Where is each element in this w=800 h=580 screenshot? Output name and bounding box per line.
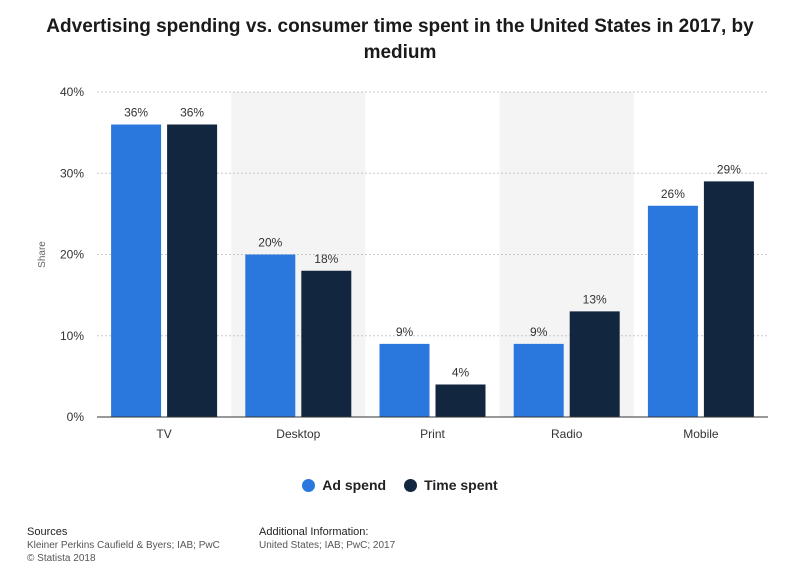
data-label: 4%	[452, 366, 470, 380]
y-tick-label: 0%	[67, 410, 85, 424]
x-tick-label: Desktop	[276, 427, 320, 441]
y-tick-label: 20%	[60, 248, 84, 262]
additional-info-text: United States; IAB; PwC; 2017	[259, 540, 396, 551]
legend-swatch-time-spent	[404, 478, 418, 492]
data-label: 29%	[717, 162, 741, 176]
bar-ad-spend	[245, 254, 296, 417]
bar-ad-spend	[379, 343, 430, 417]
data-label: 18%	[314, 252, 338, 266]
data-label: 36%	[124, 106, 148, 120]
bar-ad-spend	[513, 343, 564, 417]
additional-info-block: Additional Information: United States; I…	[259, 526, 395, 552]
sources-text: Kleiner Perkins Caufield & Byers; IAB; P…	[27, 540, 220, 551]
x-tick-label: TV	[156, 427, 171, 441]
bar-time-spent	[167, 124, 218, 417]
data-label: 9%	[396, 325, 414, 339]
bar-chart: 0% 10% 20% 30% 40% Share 36% 36% TV 20% 18% Desktop…	[37, 85, 768, 441]
y-tick-label: 10%	[60, 329, 84, 343]
legend-item-time-spent[interactable]: Time spent	[404, 477, 498, 493]
legend-label-time-spent: Time spent	[424, 477, 498, 493]
y-axis-label: Share	[37, 241, 48, 268]
bar-ad-spend	[647, 205, 698, 417]
x-tick-label: Print	[420, 427, 445, 441]
chart-title: Advertising spending vs. consumer time s…	[46, 16, 754, 63]
x-tick-label: Radio	[551, 427, 583, 441]
bar-time-spent	[569, 311, 620, 417]
bar-ad-spend	[111, 124, 162, 417]
bar-time-spent	[435, 384, 486, 417]
data-label: 13%	[583, 292, 607, 306]
data-label: 9%	[530, 325, 548, 339]
legend-item-ad-spend[interactable]: Ad spend	[302, 477, 386, 493]
data-label: 36%	[180, 106, 204, 120]
y-tick-label: 40%	[60, 85, 84, 99]
data-label: 26%	[661, 187, 685, 201]
additional-info-heading: Additional Information:	[259, 526, 369, 538]
x-tick-label: Mobile	[683, 427, 719, 441]
legend-label-ad-spend: Ad spend	[322, 477, 387, 493]
bar-time-spent	[703, 181, 754, 417]
copyright-text: © Statista 2018	[27, 553, 96, 564]
legend-swatch-ad-spend	[302, 478, 316, 492]
sources-block: Sources Kleiner Perkins Caufield & Byers…	[27, 526, 220, 565]
chart-legend: Ad spend Time spent	[0, 477, 800, 493]
y-tick-label: 30%	[60, 166, 84, 180]
bar-time-spent	[301, 270, 352, 417]
data-label: 20%	[258, 236, 282, 250]
sources-heading: Sources	[27, 526, 68, 538]
